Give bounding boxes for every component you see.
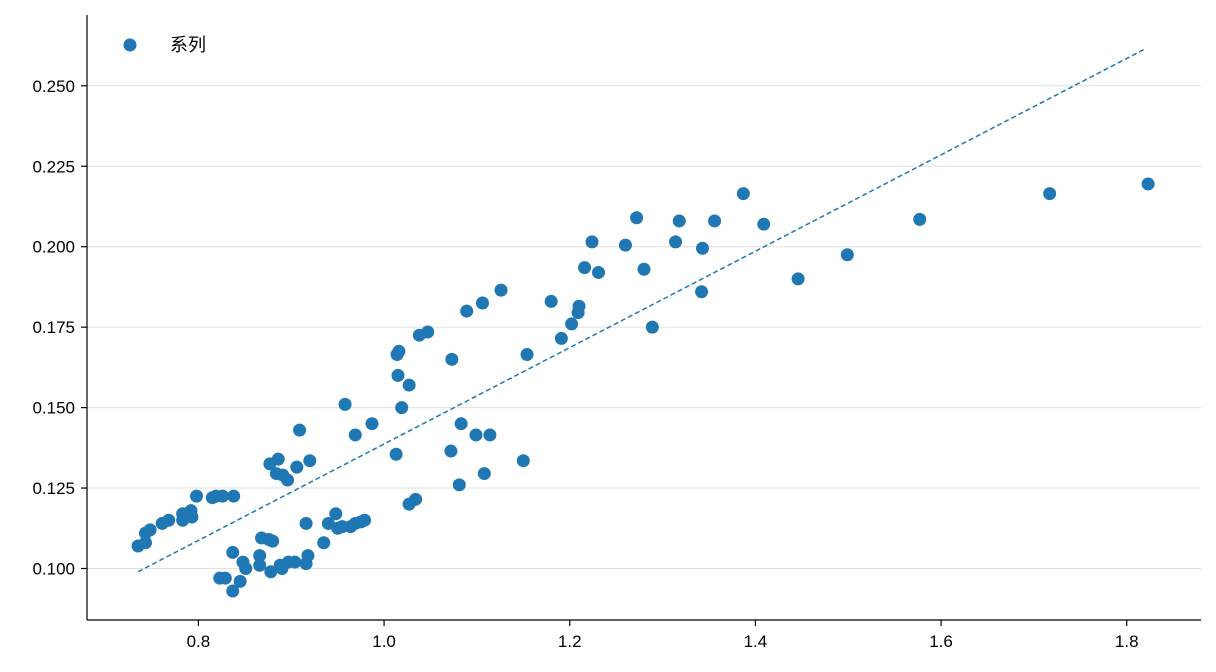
data-point xyxy=(460,304,474,318)
data-point xyxy=(618,238,632,252)
data-point xyxy=(695,285,709,299)
data-point xyxy=(452,478,466,492)
data-point xyxy=(301,549,315,563)
data-point xyxy=(395,401,409,415)
x-tick-label: 1.8 xyxy=(1115,632,1139,651)
data-point xyxy=(293,423,307,437)
data-point xyxy=(469,428,483,442)
data-point xyxy=(516,454,530,468)
data-point xyxy=(317,536,331,550)
data-point xyxy=(290,460,304,474)
trend-line xyxy=(137,48,1146,573)
grid-lines xyxy=(87,85,1201,570)
data-point xyxy=(913,212,927,226)
data-point xyxy=(389,447,403,461)
data-point xyxy=(233,574,247,588)
data-point xyxy=(218,571,232,585)
legend: 系列 xyxy=(123,35,206,56)
data-point xyxy=(348,428,362,442)
x-tick-label: 1.4 xyxy=(744,632,768,651)
data-point xyxy=(672,214,686,228)
y-axis-ticks: 0.100 0.125 0.150 0.175 0.200 0.225 0.250 xyxy=(32,77,87,579)
data-point xyxy=(288,555,302,569)
data-point xyxy=(143,523,157,537)
y-tick-label: 0.100 xyxy=(32,560,75,579)
data-point xyxy=(494,283,508,297)
legend-label: 系列 xyxy=(170,35,206,56)
data-point xyxy=(645,320,659,334)
legend-marker xyxy=(123,38,137,52)
data-point xyxy=(520,348,534,362)
data-points xyxy=(131,177,1155,598)
data-point xyxy=(572,299,586,313)
data-point xyxy=(185,510,199,524)
data-point xyxy=(554,331,568,345)
data-point xyxy=(391,368,405,382)
data-point xyxy=(565,317,579,331)
data-point xyxy=(637,262,651,276)
data-point xyxy=(1043,187,1057,201)
data-point xyxy=(669,235,683,249)
data-point xyxy=(226,584,240,598)
x-tick-label: 1.2 xyxy=(558,632,582,651)
data-point xyxy=(216,489,230,503)
x-axis-ticks: 0.8 1.0 1.2 1.4 1.6 1.8 xyxy=(187,620,1139,651)
data-point xyxy=(483,428,497,442)
data-point xyxy=(162,513,176,527)
data-point xyxy=(708,214,722,228)
data-point xyxy=(253,549,267,563)
data-point xyxy=(299,516,313,530)
data-point xyxy=(592,265,606,279)
data-point xyxy=(227,489,241,503)
data-point xyxy=(264,565,278,579)
data-point xyxy=(409,492,423,506)
data-point xyxy=(358,513,372,527)
data-point xyxy=(840,248,854,262)
data-point xyxy=(578,261,592,275)
x-tick-label: 0.8 xyxy=(187,632,211,651)
data-point xyxy=(757,217,771,231)
data-point xyxy=(1141,177,1155,191)
data-point xyxy=(736,187,750,201)
data-point xyxy=(585,235,599,249)
data-point xyxy=(421,325,435,339)
data-point xyxy=(477,467,491,481)
data-point xyxy=(444,444,458,458)
x-tick-label: 1.6 xyxy=(929,632,953,651)
y-tick-label: 0.175 xyxy=(32,318,75,337)
data-point xyxy=(271,452,285,466)
data-point xyxy=(544,294,558,308)
data-point xyxy=(303,454,317,468)
y-tick-label: 0.200 xyxy=(32,238,75,257)
data-point xyxy=(138,536,152,550)
trend-line-group xyxy=(137,48,1146,573)
data-point xyxy=(190,489,204,503)
data-point xyxy=(392,344,406,358)
x-tick-label: 1.0 xyxy=(372,632,396,651)
data-point xyxy=(454,417,468,431)
y-tick-label: 0.125 xyxy=(32,479,75,498)
axes xyxy=(86,15,1201,621)
data-point xyxy=(791,272,805,286)
data-point xyxy=(329,507,343,521)
data-point xyxy=(338,397,352,411)
data-point xyxy=(630,211,644,225)
data-point xyxy=(695,241,709,255)
data-point xyxy=(475,296,489,310)
data-point xyxy=(402,378,416,392)
data-point xyxy=(239,562,253,576)
data-point xyxy=(445,352,459,366)
data-point xyxy=(226,545,240,559)
data-point xyxy=(266,534,280,548)
y-tick-label: 0.225 xyxy=(32,157,75,176)
y-tick-label: 0.150 xyxy=(32,399,75,418)
y-tick-label: 0.250 xyxy=(32,77,75,96)
data-point xyxy=(281,473,295,487)
data-point xyxy=(365,417,379,431)
data-point xyxy=(253,558,267,572)
